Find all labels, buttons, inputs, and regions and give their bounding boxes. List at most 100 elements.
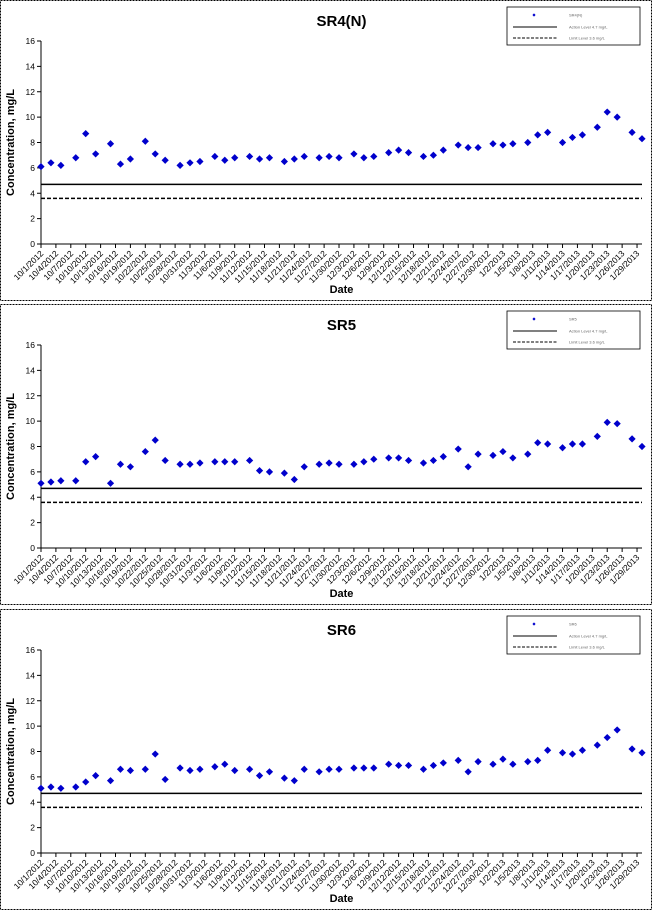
- data-point: [141, 765, 149, 773]
- y-tick-label: 8: [30, 138, 35, 148]
- y-axis-title: Concentration, mg/L: [5, 393, 17, 500]
- data-point: [161, 456, 169, 465]
- data-point: [524, 450, 532, 458]
- data-point: [385, 760, 393, 768]
- data-point: [593, 123, 601, 131]
- data-point: [385, 454, 393, 462]
- data-point: [489, 760, 497, 768]
- data-point: [325, 765, 333, 773]
- data-point: [265, 468, 274, 476]
- data-point: [350, 150, 358, 158]
- data-point: [231, 766, 239, 775]
- data-point: [534, 131, 542, 139]
- data-point: [196, 157, 204, 166]
- data-point: [593, 741, 601, 749]
- data-point: [196, 765, 204, 773]
- legend-box: [506, 6, 641, 46]
- data-point: [37, 479, 45, 487]
- data-point: [126, 463, 135, 471]
- data-point: [613, 113, 621, 121]
- legend-entry: Action Level 4.7 mg/L: [569, 25, 608, 30]
- data-point: [176, 161, 184, 169]
- y-tick-label: 0: [30, 239, 35, 249]
- y-tick-label: 6: [30, 772, 35, 782]
- legend-marker: [532, 13, 536, 17]
- data-point: [246, 765, 254, 773]
- data-point: [221, 760, 229, 768]
- x-axis-title: Date: [330, 893, 354, 905]
- y-tick-label: 2: [30, 214, 35, 224]
- data-point: [544, 746, 552, 754]
- y-tick-label: 14: [26, 61, 36, 71]
- data-point: [638, 442, 646, 451]
- data-point: [335, 460, 343, 468]
- legend-entry: Limit Level 3.6 mg/L: [569, 340, 606, 345]
- legend: SR6 Action Level 4.7 mg/L Limit Level 3.6 …: [506, 615, 641, 655]
- data-point: [370, 764, 378, 772]
- chart-title: SR6: [327, 622, 356, 639]
- y-tick-label: 14: [26, 670, 36, 680]
- chart-svg-sr4n: SR4(N)024681012141610/1/201210/4/201210/…: [0, 0, 652, 301]
- legend-entry: Action Level 4.7 mg/L: [569, 634, 608, 639]
- data-point: [474, 450, 482, 458]
- legend: SR4(N) Action Level 4.7 mg/L Limit Level 3…: [506, 6, 641, 46]
- data-point: [221, 156, 229, 164]
- data-point: [429, 151, 437, 159]
- x-axis-title: Date: [330, 284, 354, 296]
- y-tick-label: 8: [30, 747, 35, 757]
- y-tick-label: 0: [30, 543, 35, 553]
- y-tick-label: 4: [30, 797, 35, 807]
- data-point: [568, 133, 577, 142]
- data-point: [509, 140, 517, 148]
- legend-entry: SR6: [569, 622, 578, 627]
- chart-svg-sr6: SR6024681012141610/1/201210/4/201210/7/2…: [0, 609, 652, 910]
- chart-title: SR4(N): [316, 13, 366, 30]
- data-point: [474, 758, 482, 766]
- data-point: [290, 155, 298, 163]
- data-point: [176, 460, 184, 468]
- y-tick-label: 16: [26, 36, 36, 46]
- y-tick-label: 6: [30, 163, 35, 173]
- data-point: [255, 467, 264, 475]
- y-tick-label: 2: [30, 823, 35, 833]
- data-point: [126, 155, 135, 163]
- data-point: [404, 761, 413, 770]
- data-point: [578, 746, 586, 754]
- data-point: [280, 469, 288, 477]
- y-tick-label: 8: [30, 442, 35, 452]
- data-point: [57, 161, 65, 169]
- data-point: [454, 141, 462, 149]
- data-point: [211, 152, 219, 161]
- data-point: [315, 460, 323, 468]
- data-point: [370, 152, 378, 161]
- data-point: [300, 152, 308, 161]
- data-point: [628, 435, 636, 443]
- legend-box: [506, 615, 641, 655]
- legend: SR5 Action Level 4.7 mg/L Limit Level 3.6 …: [506, 310, 641, 350]
- legend-entry: SR5: [569, 317, 578, 322]
- chart-panel-sr6: SR6 0 2 4 6 8 10 12 14 16 10/1/2012 10/4/2012 10/7/2…: [0, 609, 652, 911]
- data-point: [404, 149, 413, 157]
- data-point: [429, 761, 437, 770]
- data-point: [231, 154, 239, 162]
- data-point: [628, 128, 636, 136]
- y-tick-label: 0: [30, 848, 35, 858]
- data-point: [464, 463, 472, 471]
- data-point: [464, 143, 472, 152]
- data-point: [558, 749, 567, 757]
- legend-marker: [532, 317, 536, 321]
- data-point: [300, 765, 308, 773]
- y-tick-label: 4: [30, 492, 35, 502]
- data-point: [638, 135, 646, 143]
- data-point: [300, 463, 308, 471]
- chart-panel-sr4n: SR4(N) 0 2 4 6 8 10 12 14 16 10/1/2012 10/4/2012 10/…: [0, 0, 652, 302]
- legend-marker: [532, 622, 536, 626]
- legend-entry: Limit Level 3.6 mg/L: [569, 645, 606, 650]
- data-point: [638, 749, 646, 757]
- data-point: [161, 156, 169, 164]
- chart-frame: [0, 609, 652, 910]
- chart-title: SR5: [327, 317, 356, 334]
- chart-frame: [0, 0, 652, 301]
- y-tick-label: 12: [26, 696, 36, 706]
